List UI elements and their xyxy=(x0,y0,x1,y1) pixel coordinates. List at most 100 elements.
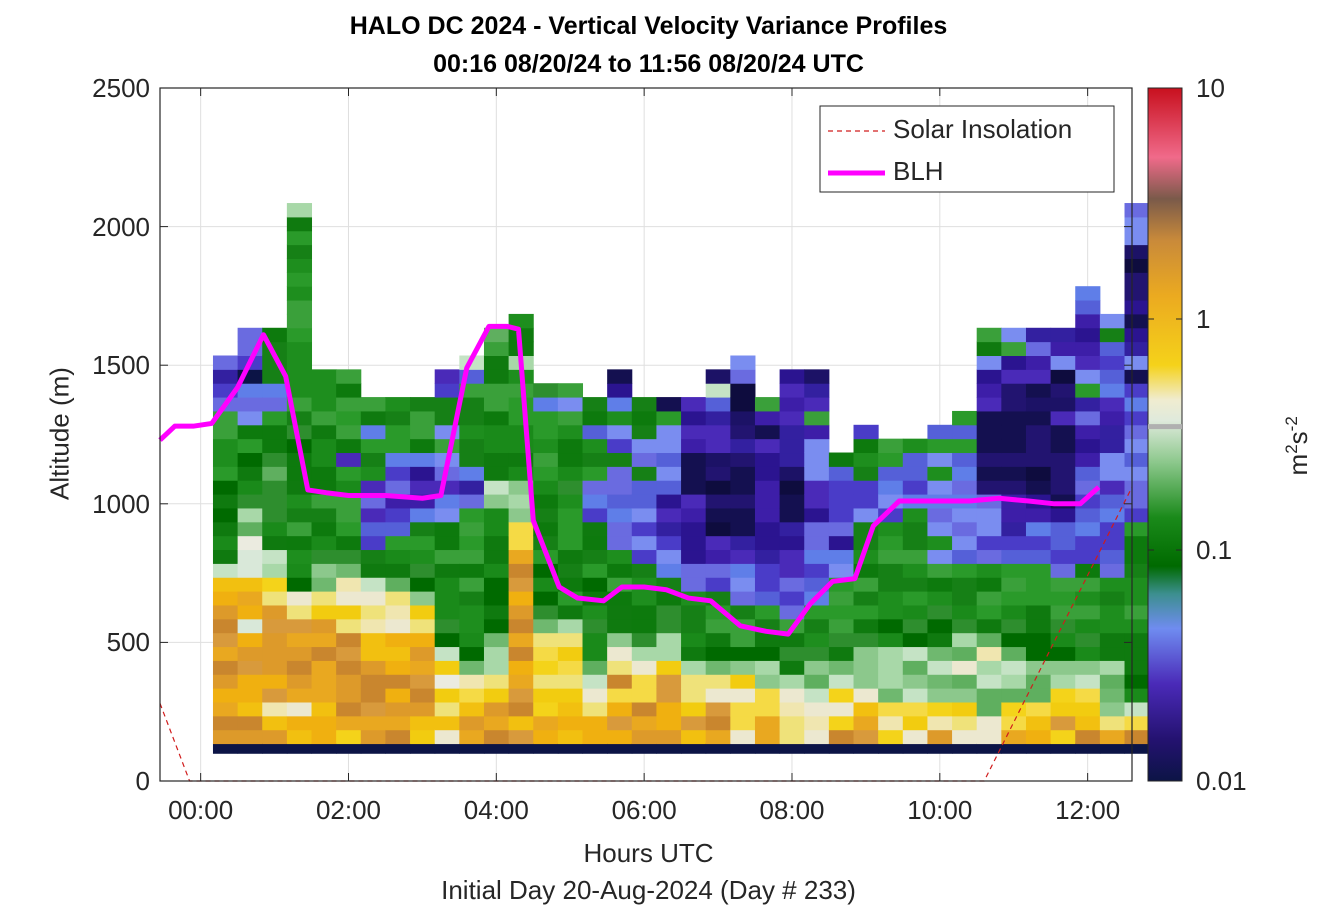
heatmap-cell xyxy=(1050,327,1076,343)
heatmap-cell xyxy=(237,701,263,717)
heatmap-cell xyxy=(1025,701,1052,717)
heatmap-cell xyxy=(952,701,978,717)
heatmap-cell xyxy=(1001,535,1027,551)
heatmap-cell xyxy=(286,688,313,703)
heatmap-cell xyxy=(976,410,1002,426)
heatmap-cell xyxy=(1050,480,1076,495)
heatmap-cell xyxy=(360,591,386,606)
heatmap-cell xyxy=(779,660,805,675)
heatmap-cell xyxy=(1124,438,1150,454)
heatmap-cell xyxy=(533,452,559,467)
heatmap-cell xyxy=(434,632,460,648)
heatmap-cell xyxy=(1025,646,1052,661)
heatmap-cell xyxy=(483,591,510,606)
heatmap-cell xyxy=(237,729,263,745)
heatmap-cell xyxy=(336,591,362,606)
heatmap-cell xyxy=(533,397,559,412)
heatmap-cell xyxy=(1001,327,1027,343)
heatmap-cell xyxy=(779,410,805,426)
heatmap-cell xyxy=(1099,646,1126,661)
heatmap-cell xyxy=(262,521,288,537)
heatmap-cell xyxy=(705,674,731,689)
heatmap-cell xyxy=(1099,327,1126,343)
heatmap-cell xyxy=(1099,494,1126,509)
heatmap-cell xyxy=(311,397,337,412)
heatmap-cell xyxy=(828,646,855,661)
heatmap-cell xyxy=(902,507,928,523)
heatmap-cell xyxy=(286,327,313,343)
heatmap-cell xyxy=(754,535,781,551)
heatmap-cell xyxy=(410,591,436,606)
heatmap-cell xyxy=(1001,604,1027,620)
heatmap-cell xyxy=(607,729,633,745)
heatmap-cell xyxy=(434,507,460,523)
heatmap-cell xyxy=(385,646,411,661)
heatmap-cell xyxy=(262,646,288,661)
heatmap-cell xyxy=(262,674,288,689)
heatmap-cell xyxy=(311,507,337,523)
heatmap-cell xyxy=(730,355,756,370)
heatmap-cell xyxy=(1099,521,1126,537)
heatmap-cell xyxy=(976,452,1002,467)
heatmap-cell xyxy=(976,688,1002,703)
heatmap-cell xyxy=(1001,743,1027,754)
heatmap-cell xyxy=(681,618,707,634)
heatmap-cell xyxy=(360,507,386,523)
heatmap-cell xyxy=(754,466,781,481)
heatmap-cell xyxy=(607,494,633,509)
heatmap-cell xyxy=(927,715,953,731)
heatmap-cell xyxy=(483,480,510,495)
heatmap-cell xyxy=(804,507,830,523)
heatmap-cell xyxy=(286,535,313,551)
heatmap-cell xyxy=(1001,632,1027,648)
heatmap-cell xyxy=(483,549,510,564)
heatmap-cell xyxy=(804,632,830,648)
heatmap-cell xyxy=(508,701,534,717)
heatmap-cell xyxy=(952,424,978,440)
heatmap-cell xyxy=(607,383,633,398)
heatmap-cell xyxy=(286,701,313,717)
heatmap-cell xyxy=(237,494,263,509)
heatmap-cell xyxy=(1124,743,1150,754)
heatmap-cell xyxy=(262,618,288,634)
heatmap-cell xyxy=(730,535,756,551)
heatmap-cell xyxy=(779,701,805,717)
heatmap-cell xyxy=(878,521,904,537)
heatmap-cell xyxy=(262,701,288,717)
heatmap-cell xyxy=(976,618,1002,634)
heatmap-cell xyxy=(656,660,682,675)
heatmap-cell xyxy=(1050,438,1076,454)
heatmap-cell xyxy=(1124,480,1150,495)
heatmap-cell xyxy=(1050,618,1076,634)
heatmap-cell xyxy=(1025,521,1052,537)
heatmap-cell xyxy=(754,507,781,523)
heatmap-cell xyxy=(311,577,337,592)
colorbar-tick-label: 0.01 xyxy=(1196,766,1247,796)
heatmap-cell xyxy=(262,480,288,495)
heatmap-cell xyxy=(483,452,510,467)
heatmap-cell xyxy=(656,521,682,537)
heatmap-cell xyxy=(976,646,1002,661)
heatmap-cell xyxy=(311,521,337,537)
heatmap-cell xyxy=(286,313,313,329)
heatmap-cell xyxy=(730,674,756,689)
heatmap-cell xyxy=(434,369,460,384)
heatmap-cell xyxy=(336,632,362,648)
heatmap-cell xyxy=(533,507,559,523)
heatmap-cell xyxy=(1025,618,1052,634)
heatmap-cell xyxy=(1001,341,1027,356)
heatmap-cell xyxy=(483,369,510,384)
heatmap-cell xyxy=(705,618,731,634)
heatmap-cell xyxy=(754,424,781,440)
heatmap-cell xyxy=(434,729,460,745)
heatmap-cell xyxy=(1025,480,1052,495)
heatmap-cell xyxy=(533,591,559,606)
heatmap-cell xyxy=(286,383,313,398)
heatmap-cell xyxy=(582,660,608,675)
heatmap-cell xyxy=(705,466,731,481)
heatmap-cell xyxy=(976,563,1002,578)
heatmap-cell xyxy=(336,369,362,384)
heatmap-cell xyxy=(705,452,731,467)
heatmap-cell xyxy=(607,424,633,440)
